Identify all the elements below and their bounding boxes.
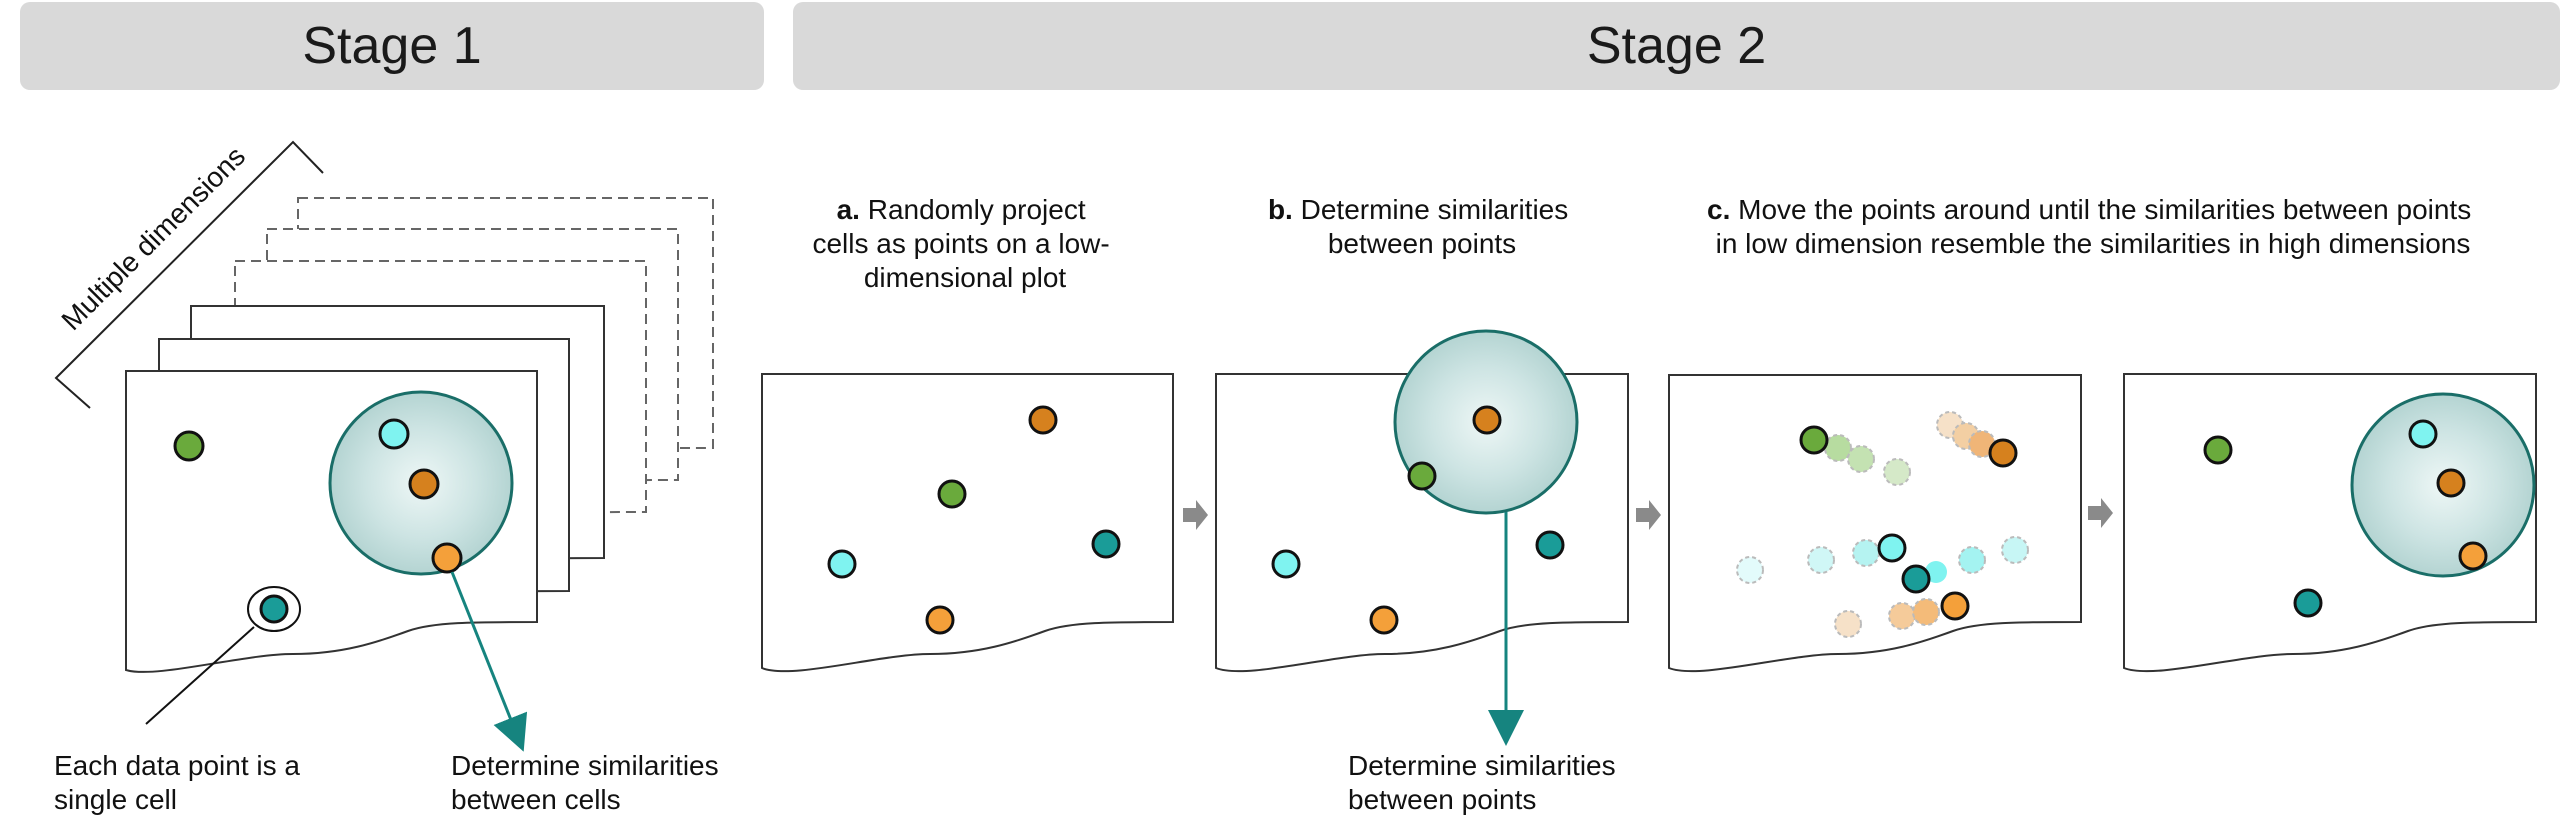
point-brown <box>1988 438 2018 468</box>
panel-a-sheet <box>761 373 1174 673</box>
ghost-trail-cyan <box>1736 536 2029 584</box>
point-cyan <box>827 549 857 579</box>
point-orange <box>1369 605 1399 635</box>
cell-point-teal <box>259 594 289 624</box>
annotation-point-similarity: Determine similarities between points <box>1348 750 1623 815</box>
ghost-trail-green <box>1824 434 1911 486</box>
cell-point-orange <box>431 542 463 574</box>
point-brown <box>2436 468 2466 498</box>
panel-c-sheet <box>1668 374 2082 673</box>
stage-2-title: Stage 2 <box>1586 17 1767 75</box>
stage-1-panel: Multiple dimensions Each data point is a… <box>54 140 726 815</box>
panel-b: Determine similarities between points <box>1215 329 1629 815</box>
point-orange <box>1940 591 1970 621</box>
cell-point-brown <box>408 468 440 500</box>
arrow-c-to-final <box>2088 498 2113 528</box>
point-green <box>2203 435 2233 465</box>
annotation-single-cell: Each data point is a single cell <box>54 750 308 815</box>
dimension-bracket <box>54 140 324 409</box>
point-orange <box>925 605 955 635</box>
point-brown <box>1028 405 1058 435</box>
point-teal <box>1901 564 1931 594</box>
ghost-trail-orange <box>1834 598 1940 638</box>
panel-final <box>2123 373 2537 673</box>
point-cyan <box>1271 549 1301 579</box>
point-cyan <box>2408 419 2438 449</box>
point-orange <box>2458 541 2488 571</box>
similarity-arrow <box>450 571 528 752</box>
panel-c <box>1668 374 2082 673</box>
point-teal <box>2293 588 2323 618</box>
step-a-caption: a. Randomly project cells as points on a… <box>812 194 1117 293</box>
point-brown <box>1472 405 1502 435</box>
point-green <box>1799 425 1829 455</box>
cell-point-green <box>173 430 205 462</box>
arrow-b-to-c <box>1636 500 1661 530</box>
cell-point-cyan <box>378 418 410 450</box>
stage-1-banner: Stage 1 <box>20 2 764 90</box>
point-green <box>1407 461 1437 491</box>
arrow-a-to-b <box>1183 500 1208 530</box>
point-green <box>937 479 967 509</box>
stage-2-banner: Stage 2 <box>793 2 2560 90</box>
point-cyan <box>1877 533 1907 563</box>
step-c-caption: c. Move the points around until the simi… <box>1707 194 2479 259</box>
point-teal <box>1091 529 1121 559</box>
step-b-caption: b. Determine similarities between points <box>1268 194 1576 259</box>
panel-a <box>761 373 1174 673</box>
stage-1-title: Stage 1 <box>302 17 482 75</box>
annotation-cell-similarity: Determine similarities between cells <box>451 750 726 815</box>
point-teal <box>1535 530 1565 560</box>
single-cell-pointer-line <box>145 626 255 725</box>
